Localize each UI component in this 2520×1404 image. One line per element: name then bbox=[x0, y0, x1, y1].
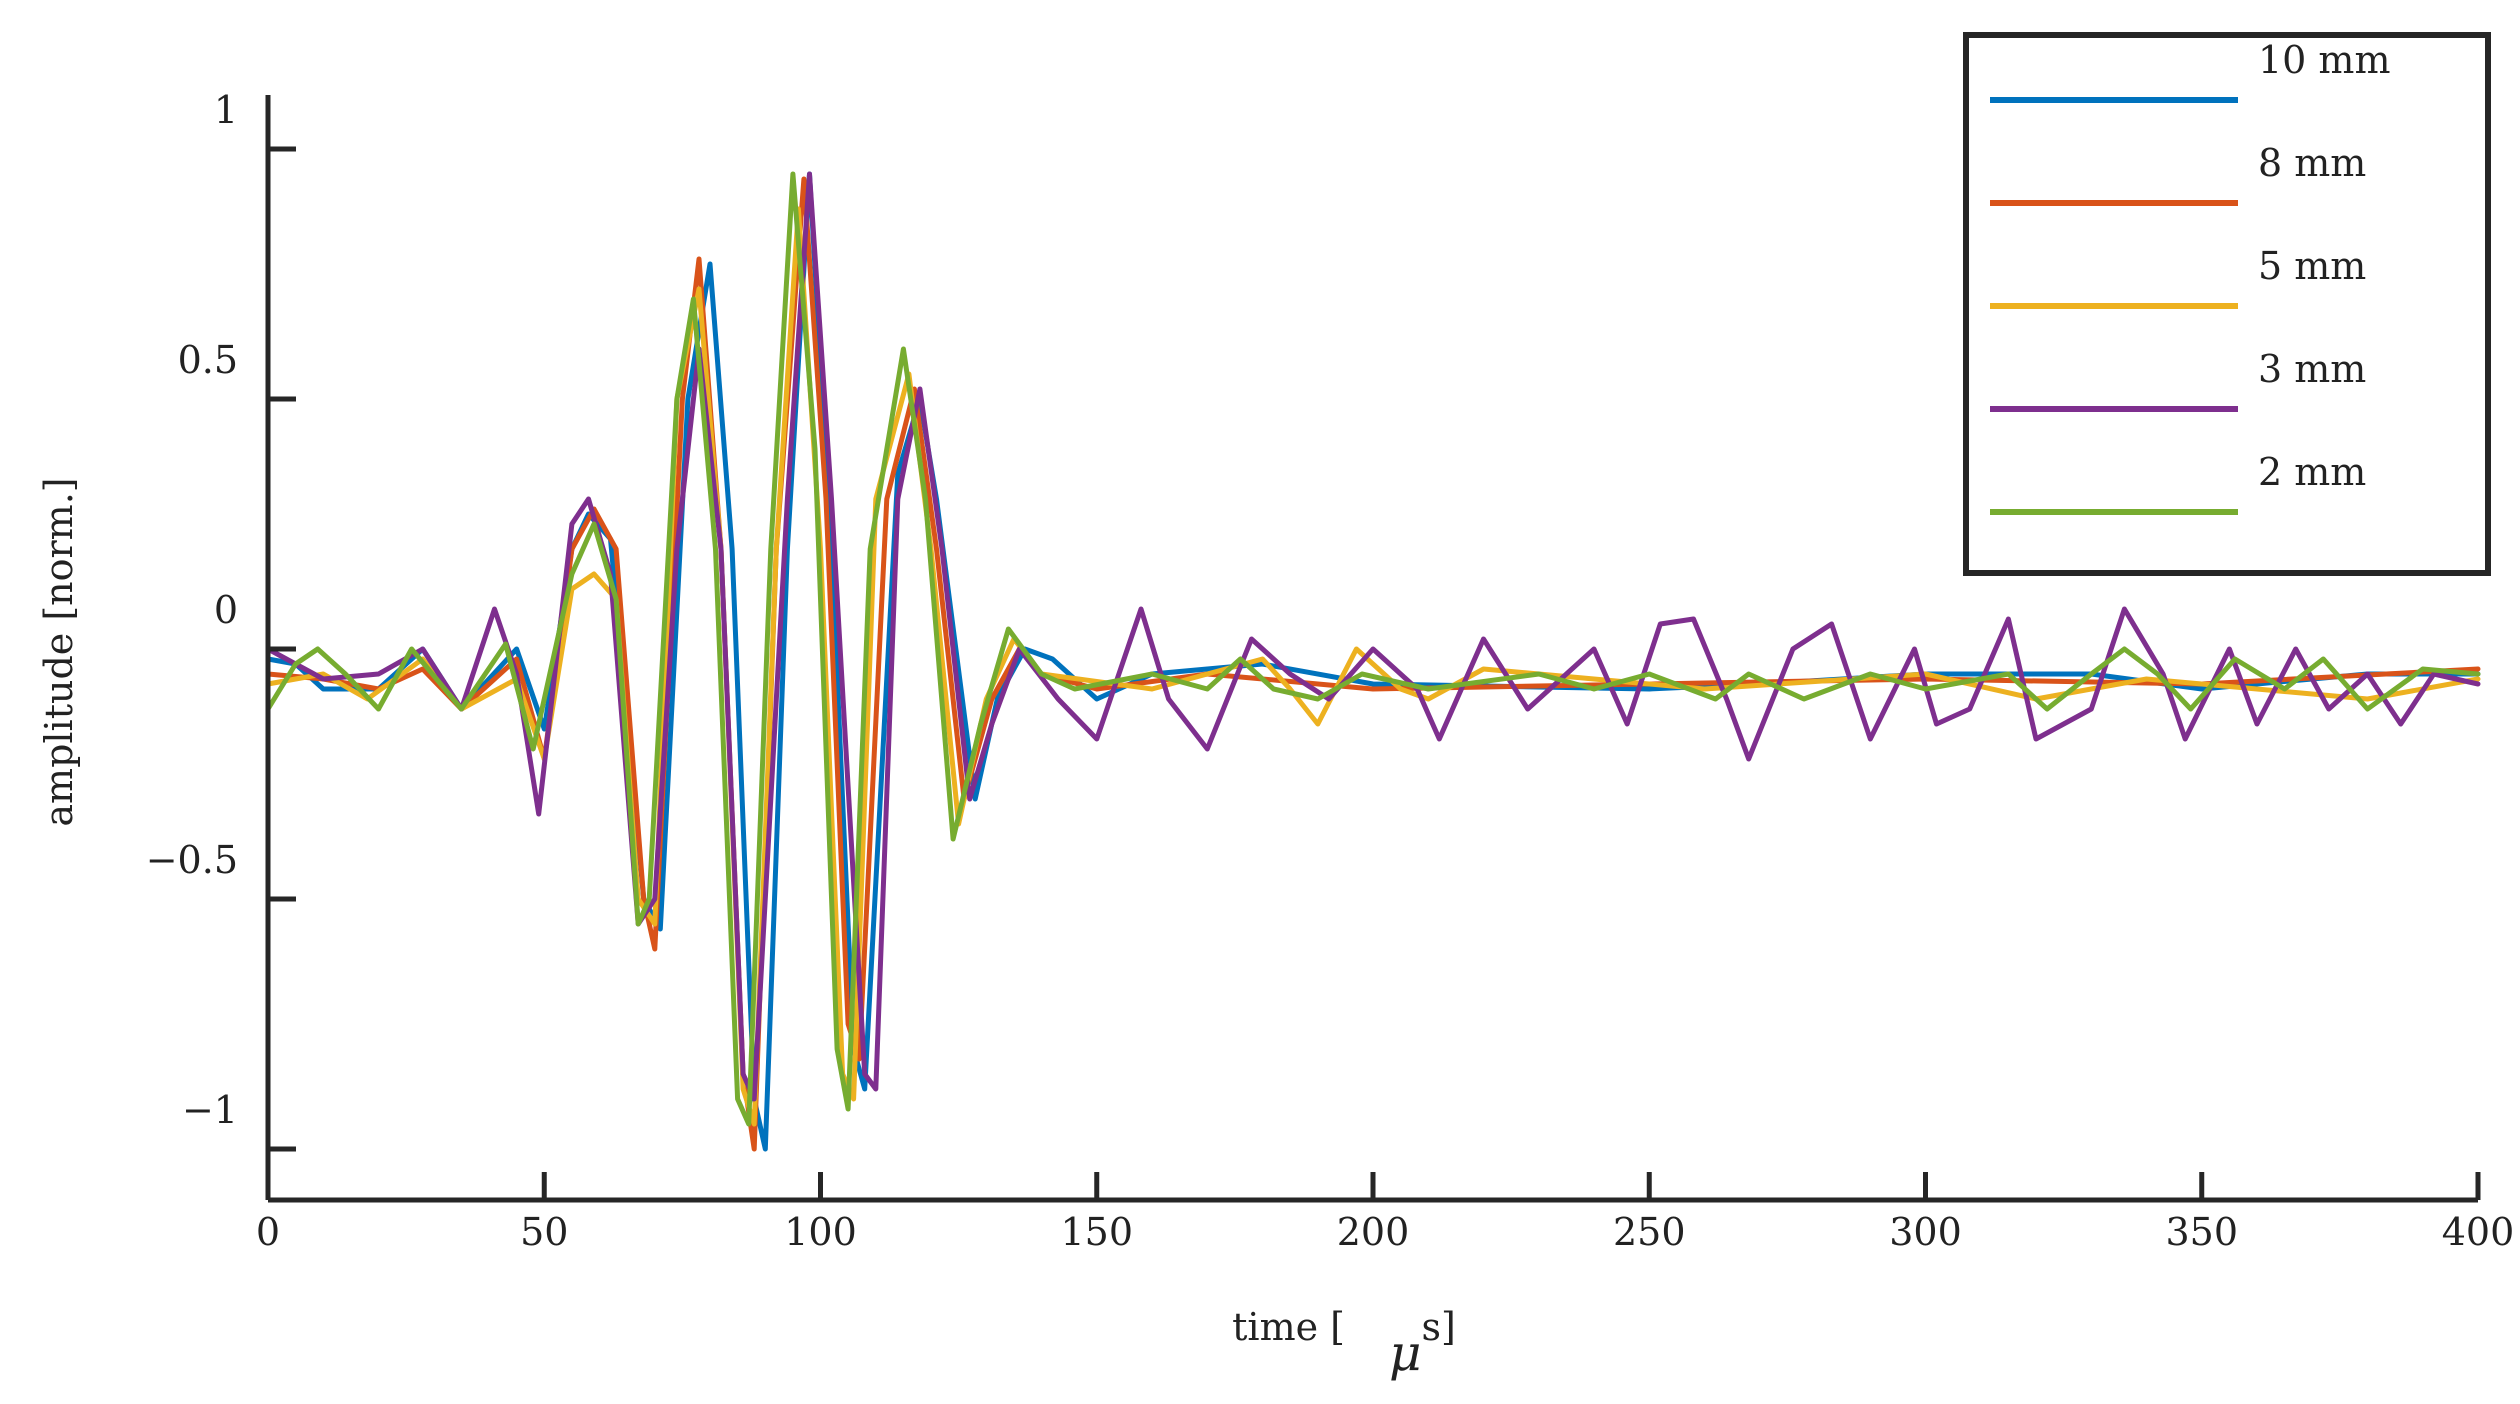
y-tick-label-1: 0.5 bbox=[178, 338, 238, 382]
series-line-4 bbox=[265, 171, 2481, 1127]
x-axis-label-mu: μ bbox=[1389, 1324, 1422, 1382]
x-axis-label: time [ μs] bbox=[1232, 1305, 1456, 1382]
x-axis-label-suffix: s] bbox=[1422, 1305, 1456, 1349]
y-tick-label-4: −1 bbox=[182, 1088, 238, 1132]
y-axis-label: amplitude [norm.] bbox=[37, 477, 81, 826]
legend: 10 mm 8 mm 5 mm 3 mm 2 mm bbox=[1963, 32, 2491, 576]
x-tick-label-6: 300 bbox=[1889, 1210, 1962, 1254]
x-ticks: 0 50 100 150 200 250 300 350 400 bbox=[256, 1172, 2514, 1254]
x-tick-label-3: 150 bbox=[1060, 1210, 1133, 1254]
x-tick-label-1: 50 bbox=[520, 1210, 568, 1254]
x-tick-label-0: 0 bbox=[256, 1210, 280, 1254]
x-tick-label-8: 400 bbox=[2442, 1210, 2515, 1254]
y-ticks: 1 0.5 0 −0.5 −1 bbox=[146, 88, 296, 1152]
series-layer bbox=[265, 171, 2481, 1152]
legend-label-2: 5 mm bbox=[2258, 244, 2366, 288]
legend-label-3: 3 mm bbox=[2258, 347, 2366, 391]
legend-items: 10 mm 8 mm 5 mm 3 mm 2 mm bbox=[1990, 38, 2391, 515]
legend-label-4: 2 mm bbox=[2258, 450, 2366, 494]
x-tick-label-2: 100 bbox=[784, 1210, 857, 1254]
x-tick-label-5: 250 bbox=[1613, 1210, 1686, 1254]
y-tick-label-3: −0.5 bbox=[146, 838, 238, 882]
x-tick-label-4: 200 bbox=[1337, 1210, 1410, 1254]
x-axis-label-prefix: time [ bbox=[1232, 1305, 1345, 1349]
y-tick-label-2: 0 bbox=[214, 588, 238, 632]
y-tick-label-0: 1 bbox=[214, 88, 238, 132]
legend-label-0: 10 mm bbox=[2258, 38, 2391, 82]
legend-label-1: 8 mm bbox=[2258, 141, 2366, 185]
x-tick-label-7: 350 bbox=[2165, 1210, 2238, 1254]
